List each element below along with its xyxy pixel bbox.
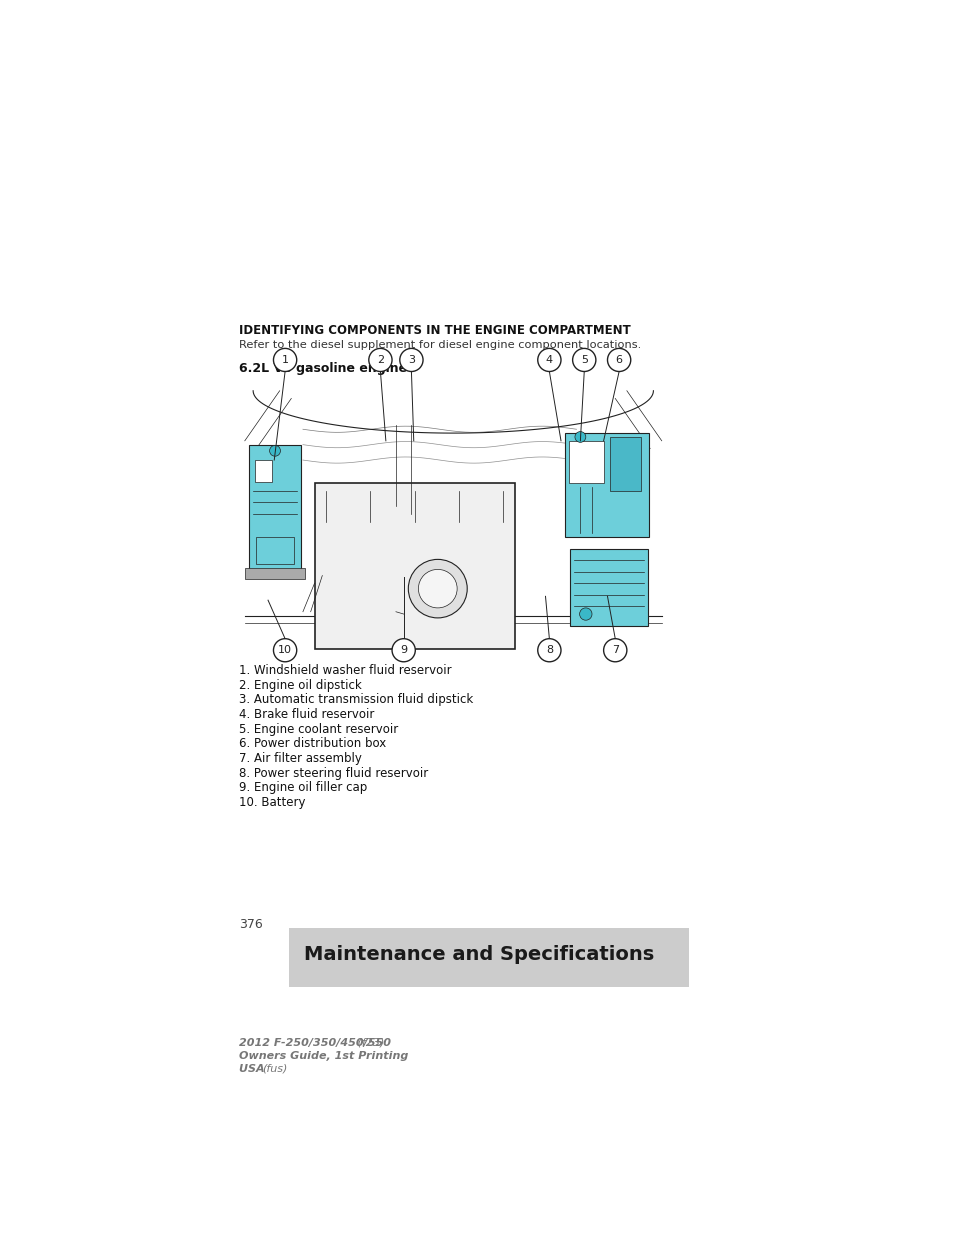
Circle shape: [572, 348, 596, 372]
Text: 4. Brake fluid reservoir: 4. Brake fluid reservoir: [239, 708, 375, 721]
Text: 2: 2: [376, 354, 384, 366]
Text: USA: USA: [239, 1063, 269, 1073]
Text: 2012 F-250/350/450/550: 2012 F-250/350/450/550: [239, 1037, 391, 1047]
Bar: [564, 433, 648, 537]
Circle shape: [537, 348, 560, 372]
Text: 3: 3: [408, 354, 415, 366]
Text: 8: 8: [545, 645, 553, 656]
Bar: [314, 483, 514, 648]
Text: 7: 7: [611, 645, 618, 656]
Bar: [568, 441, 603, 483]
Text: 10. Battery: 10. Battery: [239, 795, 306, 809]
Bar: [289, 927, 688, 987]
Text: 2. Engine oil dipstick: 2. Engine oil dipstick: [239, 679, 362, 692]
Bar: [570, 548, 647, 626]
Text: 3. Automatic transmission fluid dipstick: 3. Automatic transmission fluid dipstick: [239, 693, 473, 706]
Text: 376: 376: [239, 918, 263, 931]
Text: 6: 6: [615, 354, 622, 366]
Circle shape: [392, 638, 415, 662]
Text: IDENTIFYING COMPONENTS IN THE ENGINE COMPARTMENT: IDENTIFYING COMPONENTS IN THE ENGINE COM…: [239, 324, 631, 337]
Text: (f23): (f23): [354, 1037, 384, 1047]
Circle shape: [369, 348, 392, 372]
Circle shape: [575, 431, 585, 442]
Bar: [256, 537, 294, 564]
Circle shape: [537, 638, 560, 662]
Circle shape: [603, 638, 626, 662]
Text: 9. Engine oil filler cap: 9. Engine oil filler cap: [239, 782, 367, 794]
Text: Owners Guide, 1st Printing: Owners Guide, 1st Printing: [239, 1051, 408, 1061]
Circle shape: [408, 559, 467, 618]
Circle shape: [399, 348, 422, 372]
Text: 9: 9: [399, 645, 407, 656]
Circle shape: [607, 348, 630, 372]
Text: Refer to the diesel supplement for diesel engine component locations.: Refer to the diesel supplement for diese…: [239, 340, 641, 350]
Text: 5: 5: [580, 354, 587, 366]
Text: 1: 1: [281, 354, 289, 366]
Bar: [254, 461, 272, 482]
Text: 5. Engine coolant reservoir: 5. Engine coolant reservoir: [239, 722, 398, 736]
Bar: [249, 445, 301, 576]
Circle shape: [270, 446, 280, 456]
Text: 4: 4: [545, 354, 553, 366]
Text: 8. Power steering fluid reservoir: 8. Power steering fluid reservoir: [239, 767, 428, 779]
Text: 6. Power distribution box: 6. Power distribution box: [239, 737, 386, 750]
Text: 1. Windshield washer fluid reservoir: 1. Windshield washer fluid reservoir: [239, 664, 452, 677]
Bar: [609, 437, 640, 490]
Bar: [245, 568, 305, 579]
Text: (fus): (fus): [261, 1063, 287, 1073]
Text: 7. Air filter assembly: 7. Air filter assembly: [239, 752, 362, 764]
Circle shape: [274, 348, 296, 372]
Circle shape: [579, 608, 592, 620]
Circle shape: [274, 638, 296, 662]
Circle shape: [418, 569, 456, 608]
Text: 10: 10: [278, 645, 292, 656]
Text: 6.2L V8 gasoline engine: 6.2L V8 gasoline engine: [239, 362, 407, 375]
Text: Maintenance and Specifications: Maintenance and Specifications: [304, 945, 654, 965]
